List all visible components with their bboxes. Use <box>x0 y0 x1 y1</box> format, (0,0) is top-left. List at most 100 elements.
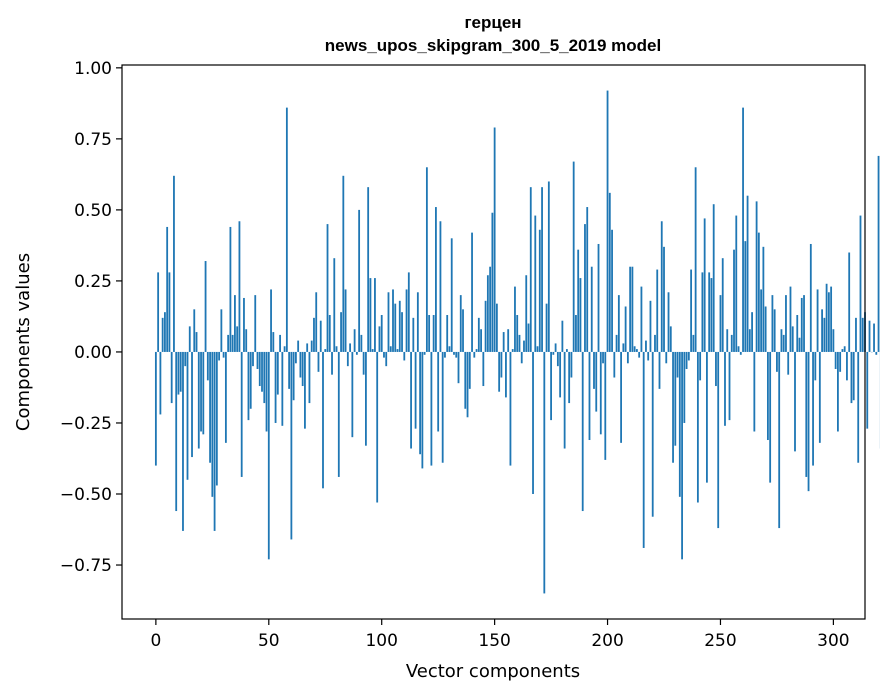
bar-190 <box>584 224 586 352</box>
bar-163 <box>523 340 525 352</box>
bar-206 <box>620 351 622 443</box>
bar-17 <box>193 309 196 352</box>
bar-318 <box>873 323 875 352</box>
bar-68 <box>308 351 311 404</box>
bar-195 <box>595 351 598 412</box>
bar-111 <box>405 289 408 352</box>
bar-66 <box>304 351 306 429</box>
bar-169 <box>536 346 539 352</box>
bar-148 <box>489 266 492 352</box>
bar-82 <box>340 312 342 352</box>
bar-248 <box>715 351 717 387</box>
bar-62 <box>294 351 297 364</box>
bar-194 <box>593 351 595 389</box>
x-tick-label: 150 <box>478 631 510 651</box>
bar-289 <box>807 351 810 492</box>
bar-116 <box>416 292 419 352</box>
bar-222 <box>656 269 659 352</box>
bar-193 <box>590 266 593 352</box>
bar-81 <box>337 351 340 477</box>
bar-158 <box>511 349 514 352</box>
bar-150 <box>493 127 496 352</box>
x-tick-label: 0 <box>150 631 161 651</box>
bar-109 <box>401 312 403 352</box>
bar-75 <box>324 349 327 352</box>
bar-198 <box>602 351 604 364</box>
bar-26 <box>213 351 216 531</box>
bar-110 <box>403 351 406 361</box>
bar-251 <box>721 258 724 352</box>
bar-253 <box>726 329 729 352</box>
bar-71 <box>315 292 318 352</box>
bar-254 <box>728 351 731 421</box>
bar-214 <box>638 351 641 358</box>
bar-69 <box>310 340 313 352</box>
bar-266 <box>755 201 758 352</box>
bar-252 <box>724 351 726 426</box>
bar-185 <box>572 161 575 352</box>
bar-271 <box>766 351 769 441</box>
bar-189 <box>581 351 584 512</box>
bar-15 <box>188 326 191 352</box>
bar-174 <box>547 181 550 352</box>
bar-123 <box>432 315 435 352</box>
bar-223 <box>658 351 661 389</box>
bar-4 <box>164 312 166 352</box>
x-tick-label: 200 <box>591 631 623 651</box>
bar-83 <box>342 175 345 352</box>
bar-74 <box>322 351 324 489</box>
bar-93 <box>365 351 367 446</box>
bar-227 <box>667 292 670 352</box>
bar-259 <box>739 351 742 355</box>
x-axis-label: Vector components <box>406 661 580 682</box>
bar-261 <box>744 241 747 352</box>
bar-138 <box>466 351 469 418</box>
bar-132 <box>453 351 455 355</box>
bar-119 <box>423 351 426 355</box>
bar-290 <box>809 243 812 352</box>
bar-176 <box>552 351 555 355</box>
bar-182 <box>565 349 568 352</box>
bar-184 <box>570 351 573 378</box>
bar-78 <box>331 351 333 375</box>
bar-285 <box>798 337 801 352</box>
bar-86 <box>349 343 351 352</box>
bar-108 <box>398 300 401 352</box>
y-tick-label: 0.75 <box>74 130 112 150</box>
bar-48 <box>263 351 266 404</box>
bar-160 <box>516 315 519 352</box>
bar-144 <box>480 329 482 352</box>
bar-52 <box>272 332 275 352</box>
bar-211 <box>631 266 634 352</box>
bar-51 <box>270 289 272 352</box>
bar-30 <box>222 351 225 358</box>
bar-1 <box>157 272 160 352</box>
bar-37 <box>238 221 241 352</box>
bar-152 <box>498 351 501 392</box>
bar-102 <box>385 351 388 367</box>
bar-153 <box>500 351 503 378</box>
bar-270 <box>764 306 767 352</box>
bar-297 <box>825 283 828 352</box>
bar-217 <box>645 340 647 352</box>
bar-236 <box>687 351 690 361</box>
bar-45 <box>256 351 259 369</box>
bar-142 <box>475 349 478 352</box>
bar-205 <box>617 295 620 352</box>
bar-247 <box>712 204 715 352</box>
bar-145 <box>482 351 485 387</box>
x-axis-ticks: 0 50 100 150 200 250 300 <box>150 619 850 651</box>
bar-36 <box>236 326 239 352</box>
bar-238 <box>692 334 695 352</box>
bar-257 <box>735 215 738 352</box>
bar-179 <box>559 351 562 398</box>
bar-94 <box>367 187 370 352</box>
bar-126 <box>439 221 442 352</box>
bar-171 <box>541 187 543 352</box>
bar-6 <box>168 272 171 352</box>
bar-242 <box>701 272 704 352</box>
bar-207 <box>622 343 625 352</box>
bar-137 <box>464 351 467 409</box>
bar-151 <box>495 303 498 352</box>
bar-130 <box>448 346 451 352</box>
